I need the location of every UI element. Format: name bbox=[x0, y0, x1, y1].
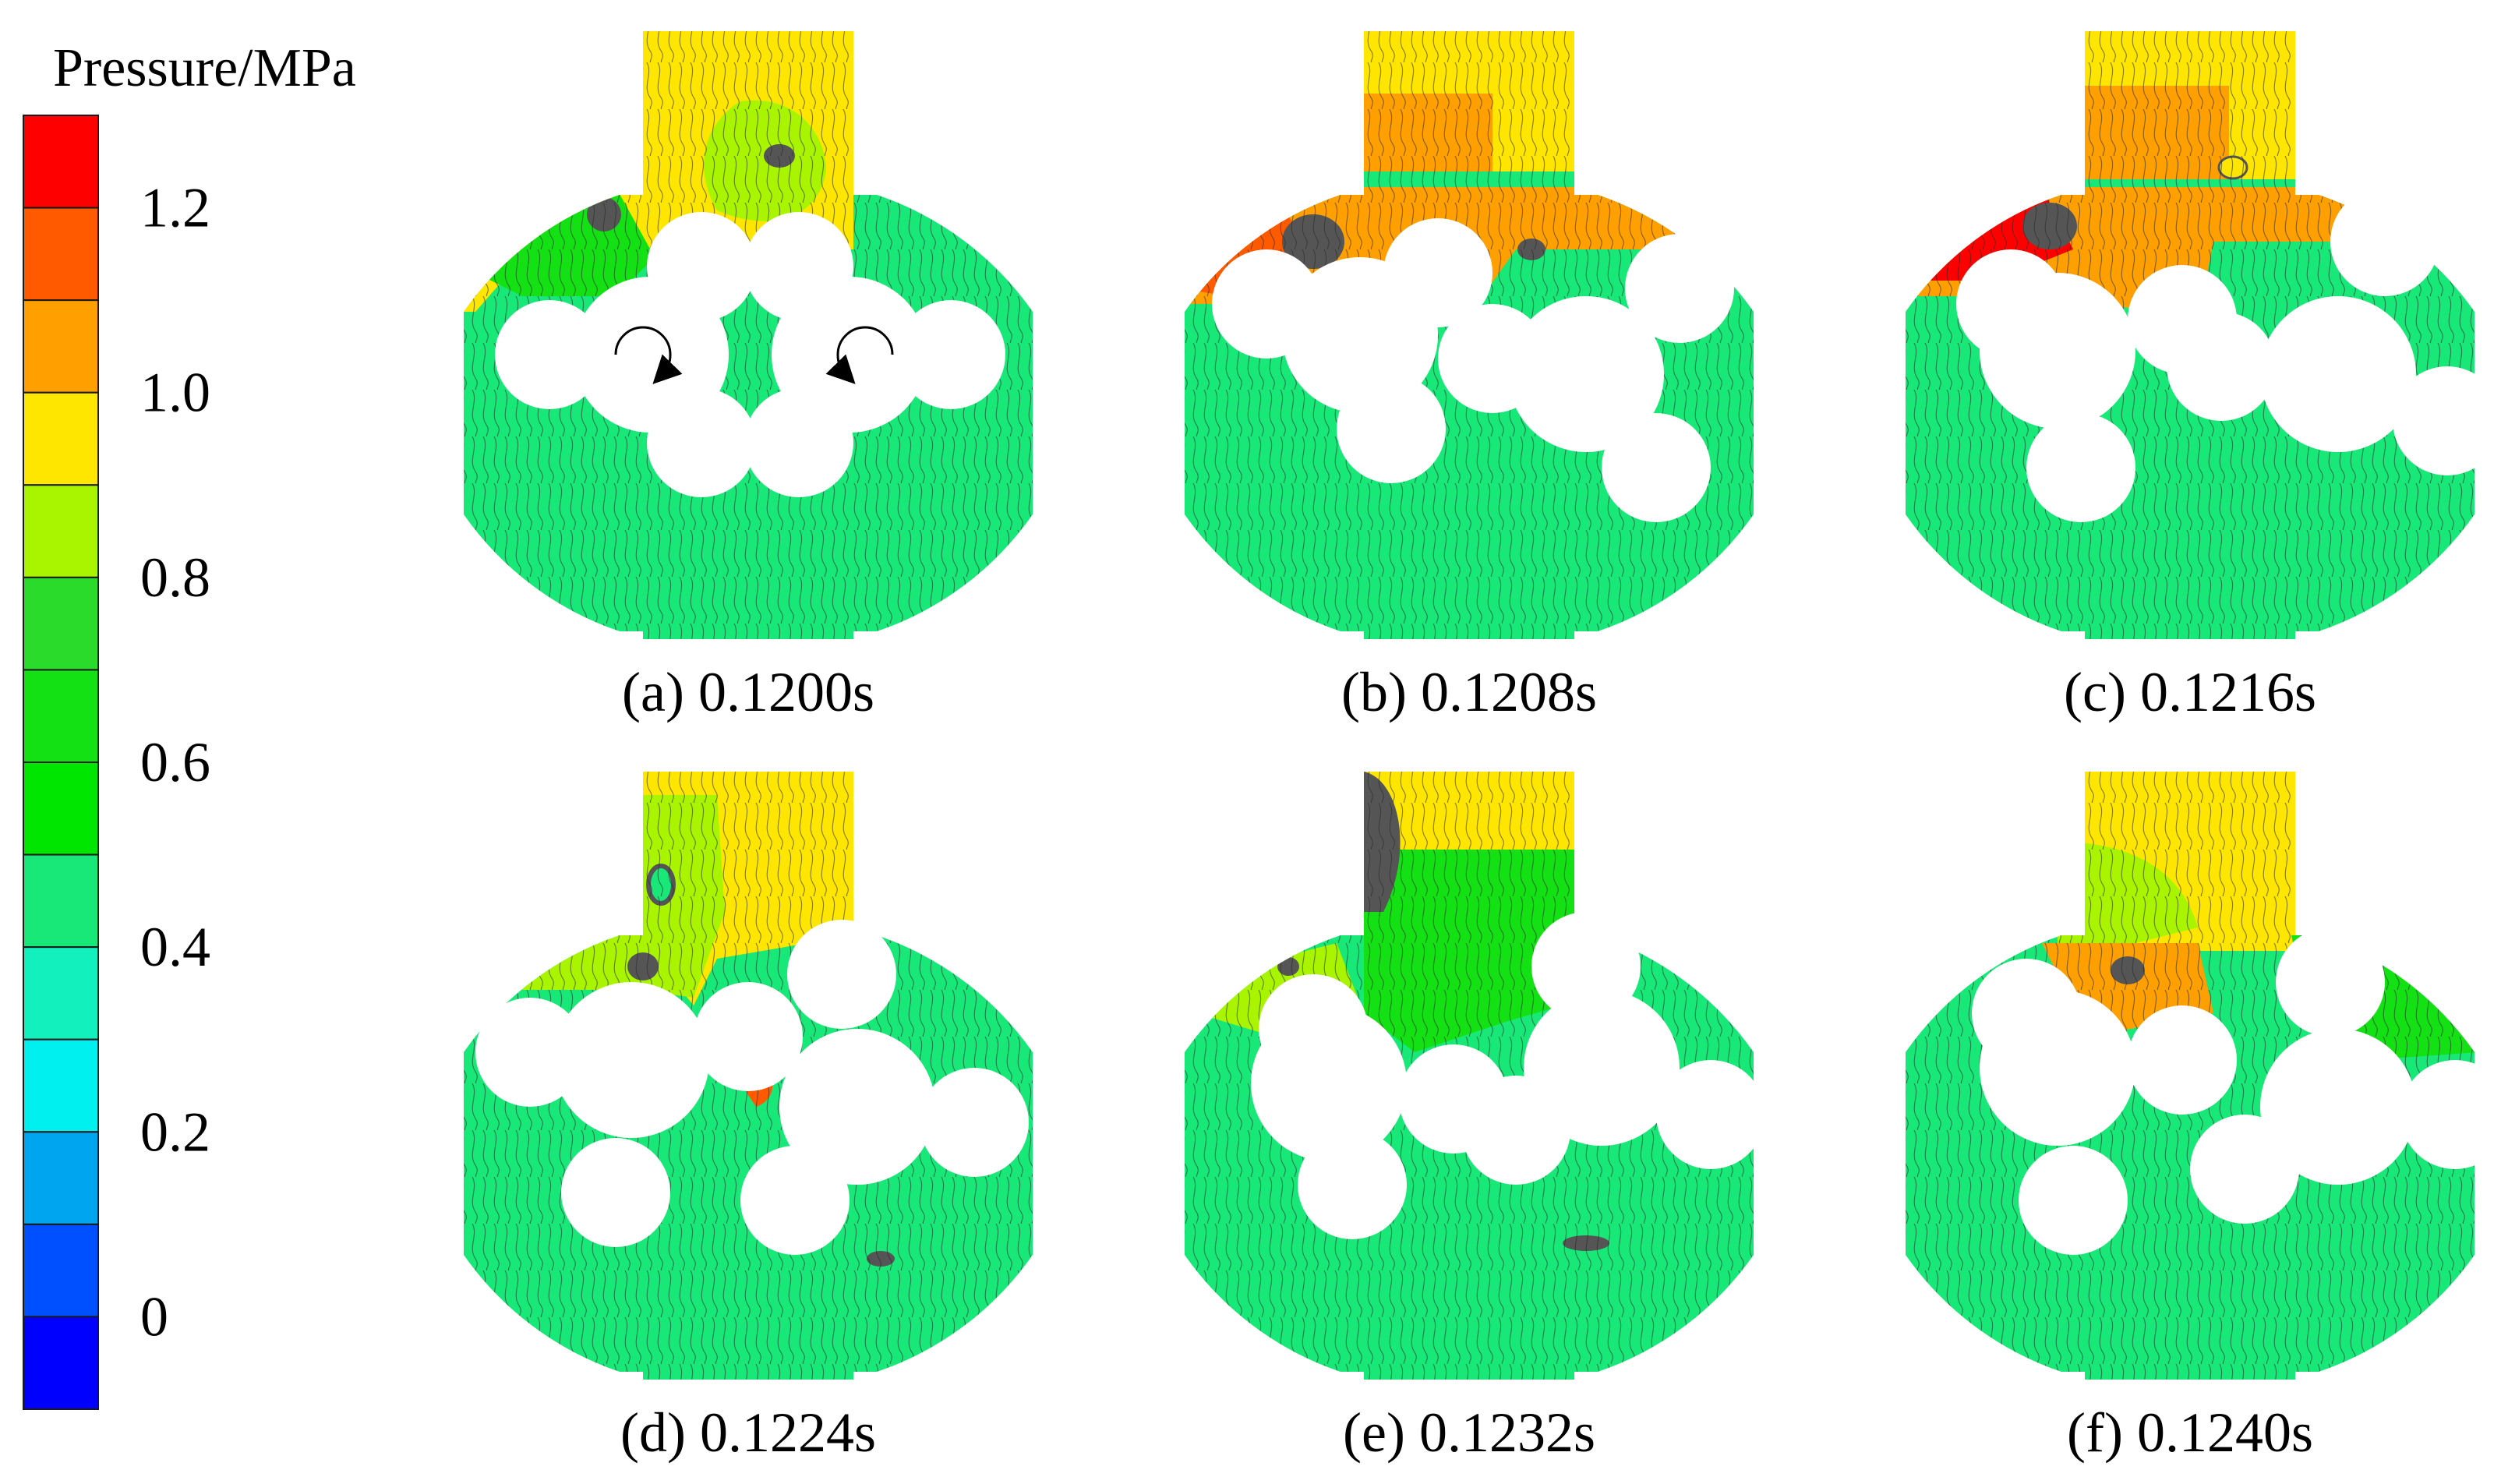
legend-swatch bbox=[23, 1316, 99, 1411]
panel-b bbox=[1185, 31, 1754, 639]
legend-swatch bbox=[23, 299, 99, 394]
panel-a bbox=[464, 31, 1033, 639]
legend-tick-labels: 1.2 1.0 0.8 0.6 0.4 0.2 0 bbox=[140, 177, 210, 1348]
panel-label-b: (b) 0.1208s bbox=[1341, 661, 1597, 723]
legend-swatch bbox=[23, 1131, 99, 1225]
legend-tick-label: 0.2 bbox=[140, 1101, 210, 1163]
panel-label-c: (c) 0.1216s bbox=[2064, 661, 2316, 723]
panel-label-f: (f) 0.1240s bbox=[2067, 1401, 2313, 1464]
left-rotor bbox=[475, 982, 803, 1247]
right-rotor bbox=[1461, 912, 1765, 1185]
right-rotor bbox=[2190, 928, 2501, 1224]
panel-f bbox=[1906, 772, 2501, 1380]
legend-swatch bbox=[23, 1223, 99, 1318]
legend-swatch bbox=[23, 853, 99, 949]
legend-swatch bbox=[23, 946, 99, 1041]
legend-tick-label: 1.0 bbox=[140, 362, 210, 424]
left-rotor bbox=[1972, 959, 2237, 1255]
rotation-arrow-right-icon bbox=[825, 326, 894, 384]
panel-label-a: (a) 0.1200s bbox=[622, 661, 874, 723]
panel-d bbox=[464, 772, 1033, 1380]
legend-title: Pressure/MPa bbox=[53, 38, 356, 98]
legend-swatch bbox=[23, 115, 99, 209]
legend-swatch bbox=[23, 761, 99, 856]
panel-label-e: (e) 0.1232s bbox=[1343, 1401, 1595, 1464]
legend-swatch bbox=[23, 484, 99, 578]
legend-swatch bbox=[23, 669, 99, 764]
legend-tick-label: 0.4 bbox=[140, 916, 210, 978]
left-rotor bbox=[495, 212, 756, 497]
rotation-arrow-left-icon bbox=[614, 326, 683, 384]
legend-swatch bbox=[23, 207, 99, 302]
left-rotor bbox=[1212, 218, 1492, 483]
legend-colorbar bbox=[23, 115, 99, 1411]
legend-swatch bbox=[23, 1038, 99, 1133]
legend-tick-label: 0.8 bbox=[140, 546, 210, 609]
panel-label-d: (d) 0.1224s bbox=[620, 1401, 876, 1464]
panel-c bbox=[1906, 31, 2501, 639]
legend-swatch bbox=[23, 576, 99, 671]
legend-tick-label: 1.2 bbox=[140, 177, 210, 239]
pressure-legend: Pressure/MPa 1.2 1.0 0.8 0.6 0.4 0.2 0 bbox=[23, 38, 356, 1411]
right-rotor bbox=[2167, 187, 2501, 475]
legend-swatch bbox=[23, 391, 99, 486]
right-rotor bbox=[744, 212, 1005, 497]
legend-tick-label: 0.6 bbox=[140, 731, 210, 793]
panel-e bbox=[1185, 772, 1765, 1380]
right-rotor bbox=[1438, 234, 1734, 522]
left-rotor bbox=[1956, 249, 2237, 522]
right-rotor bbox=[740, 920, 1029, 1255]
legend-tick-label: 0 bbox=[140, 1285, 168, 1348]
